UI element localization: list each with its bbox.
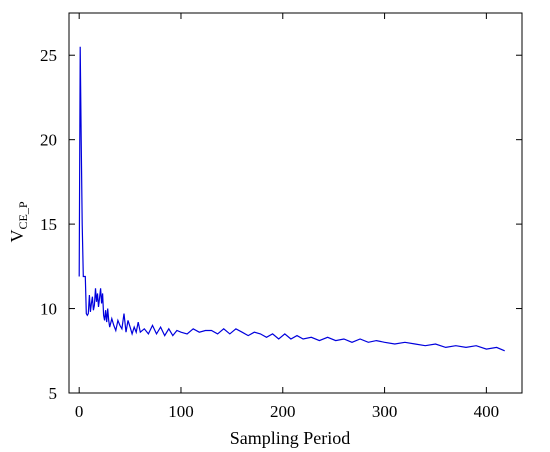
- tick-labels: 0 100 200 300 400 5 10 15 20 25: [40, 46, 499, 421]
- y-axis-title-subscript: CE_P: [16, 201, 30, 229]
- y-tick-label: 15: [40, 215, 57, 234]
- series-line: [78, 46, 505, 352]
- x-tick-label: 300: [372, 402, 398, 421]
- x-tick-label: 400: [474, 402, 500, 421]
- x-tick-label: 200: [270, 402, 296, 421]
- y-tick-label: 5: [49, 384, 58, 403]
- y-tick-label: 10: [40, 300, 57, 319]
- y-axis-title-main: V: [7, 230, 27, 243]
- x-axis-title: Sampling Period: [230, 428, 351, 448]
- plot-frame: [68, 12, 523, 394]
- y-tick-label: 20: [40, 131, 57, 150]
- x-tick-label: 0: [75, 402, 84, 421]
- y-tick-label: 25: [40, 46, 57, 65]
- x-tick-label: 100: [168, 402, 194, 421]
- y-axis-title: VCE_P: [7, 201, 30, 242]
